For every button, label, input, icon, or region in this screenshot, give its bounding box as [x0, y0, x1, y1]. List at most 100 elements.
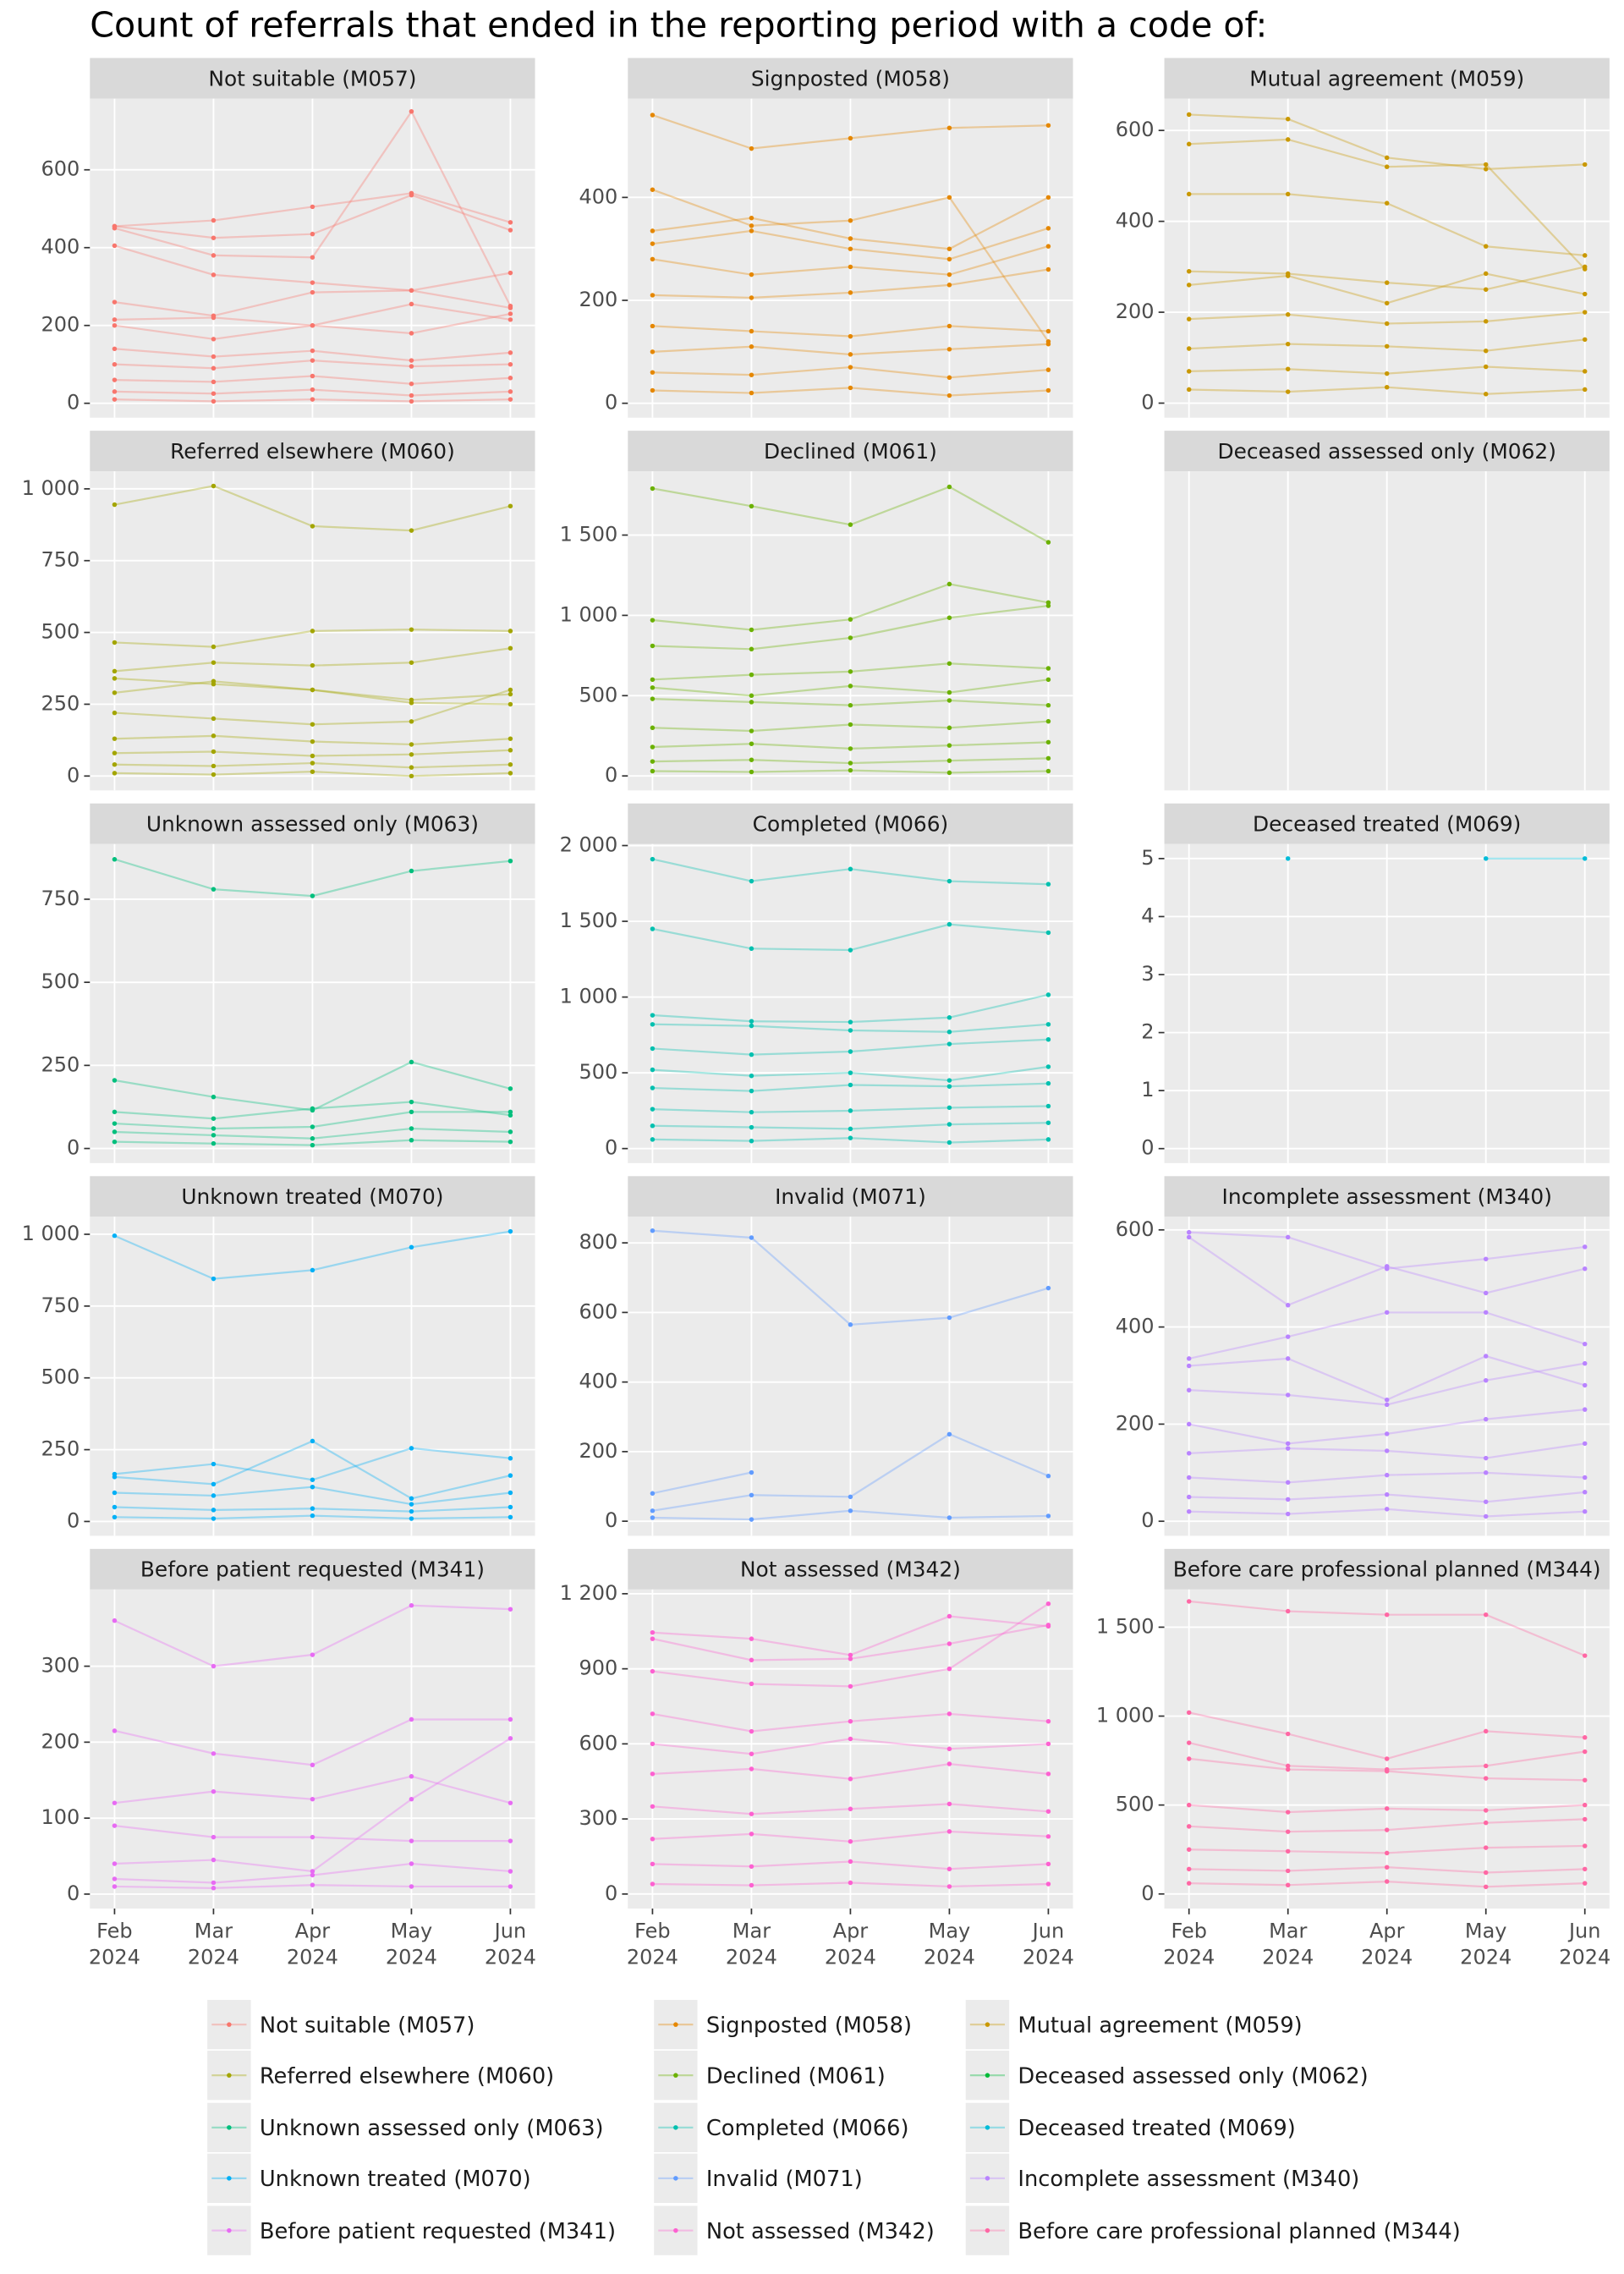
data-point	[749, 946, 754, 952]
data-point	[848, 702, 853, 708]
legend-label: Signposted (M058)	[706, 2013, 912, 2038]
data-point	[1483, 1470, 1489, 1475]
data-point	[1045, 1022, 1051, 1027]
data-point	[310, 893, 315, 898]
data-point	[409, 752, 414, 757]
data-point	[946, 1431, 952, 1437]
strip-label: Before patient requested (M341)	[140, 1557, 485, 1582]
data-point	[1483, 1808, 1489, 1813]
data-point	[211, 1880, 217, 1886]
data-point	[946, 1078, 952, 1083]
data-point	[1582, 1777, 1588, 1782]
data-point	[946, 1140, 952, 1145]
data-point	[1483, 1870, 1489, 1876]
strip-label: Declined (M061)	[764, 439, 937, 464]
data-point	[409, 1059, 414, 1065]
data-point	[749, 1088, 754, 1094]
data-point	[749, 1235, 754, 1240]
data-point	[946, 1613, 952, 1619]
data-point	[1186, 1740, 1192, 1745]
data-point	[508, 389, 513, 394]
y-tick-label: 200	[1116, 1411, 1155, 1435]
data-point	[409, 773, 414, 779]
data-point	[1384, 155, 1390, 161]
data-point	[749, 1052, 754, 1057]
data-point	[211, 379, 217, 385]
data-point	[1285, 1356, 1291, 1361]
data-point	[749, 1023, 754, 1029]
data-point	[409, 1508, 414, 1514]
data-point	[650, 387, 656, 393]
data-point	[1483, 1499, 1489, 1504]
data-point	[1186, 1508, 1192, 1514]
data-point	[211, 1508, 217, 1513]
data-point	[112, 1514, 118, 1520]
strip-label: Invalid (M071)	[775, 1184, 926, 1209]
data-point	[1186, 1363, 1192, 1369]
data-point	[946, 393, 952, 398]
data-point	[749, 1469, 754, 1475]
data-point	[310, 1484, 315, 1490]
data-point	[1582, 1653, 1588, 1658]
data-point	[508, 1736, 513, 1741]
data-point	[1186, 268, 1192, 274]
data-point	[409, 192, 414, 198]
data-point	[1045, 666, 1051, 671]
data-point	[310, 289, 315, 295]
data-point	[650, 349, 656, 354]
y-tick-label: 300	[579, 1806, 617, 1830]
data-point	[409, 1502, 414, 1507]
data-point	[848, 1652, 853, 1658]
chart-title: Count of referrals that ended in the rep…	[90, 5, 1267, 46]
data-point	[409, 1602, 414, 1608]
strip-label: Unknown treated (M070)	[181, 1184, 443, 1209]
y-tick-label: 400	[1116, 1315, 1155, 1338]
data-point	[946, 689, 952, 695]
y-tick-label: 0	[605, 1136, 617, 1160]
data-point	[749, 1138, 754, 1144]
data-point	[650, 744, 656, 750]
data-point	[1285, 1392, 1291, 1398]
data-point	[848, 722, 853, 728]
data-point	[1285, 1608, 1291, 1614]
data-point	[650, 1508, 656, 1513]
data-point	[310, 1882, 315, 1887]
data-point	[112, 761, 118, 767]
data-point	[749, 223, 754, 228]
data-point	[1045, 1771, 1051, 1777]
strip-label: Signposted (M058)	[751, 66, 950, 91]
data-point	[310, 397, 315, 402]
data-point	[848, 1719, 853, 1724]
strip-label: Mutual agreement (M059)	[1249, 66, 1524, 91]
data-point	[1045, 1473, 1051, 1479]
data-point	[1483, 271, 1489, 277]
data-point	[946, 1761, 952, 1766]
data-point	[1483, 392, 1489, 397]
strip	[90, 1176, 535, 1217]
data-point	[1582, 1244, 1588, 1250]
data-point	[946, 246, 952, 251]
data-point	[1483, 1776, 1489, 1781]
data-point	[409, 331, 414, 336]
data-point	[112, 1876, 118, 1881]
y-tick-label: 600	[579, 1731, 617, 1755]
data-point	[1483, 1256, 1489, 1261]
x-tick-label: Apr 2024	[1361, 1919, 1413, 1969]
data-point	[211, 315, 217, 321]
data-point	[508, 645, 513, 651]
data-point	[650, 1636, 656, 1641]
legend-label: Deceased assessed only (M062)	[1018, 2063, 1368, 2089]
data-point	[749, 295, 754, 300]
data-point	[508, 1504, 513, 1510]
data-point	[508, 503, 513, 508]
strip	[628, 1548, 1073, 1590]
data-point	[112, 1475, 118, 1480]
data-point	[848, 866, 853, 872]
data-point	[1045, 1741, 1051, 1747]
y-tick-label: 1 000	[1096, 1704, 1155, 1727]
data-point	[1483, 244, 1489, 249]
data-point	[749, 328, 754, 334]
data-point	[946, 921, 952, 927]
data-point	[508, 1228, 513, 1234]
data-point	[409, 1138, 414, 1143]
